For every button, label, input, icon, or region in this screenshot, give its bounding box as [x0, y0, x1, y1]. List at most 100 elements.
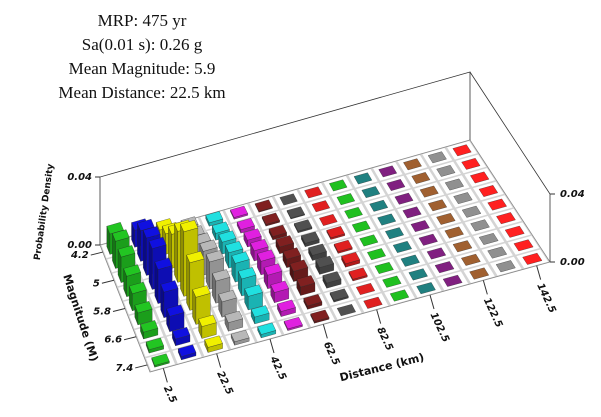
- bar: [426, 247, 447, 260]
- bar: [478, 185, 499, 197]
- bar-top: [296, 275, 316, 288]
- bar-top: [333, 239, 353, 252]
- bar-face: [174, 223, 178, 283]
- bar: [470, 171, 490, 184]
- bar: [315, 255, 335, 275]
- bar-top: [286, 206, 305, 219]
- bar-top: [487, 246, 508, 259]
- bar: [436, 165, 456, 177]
- title-line: Mean Magnitude: 5.9: [69, 59, 216, 78]
- bar: [487, 246, 508, 259]
- bar: [230, 329, 250, 346]
- bar-top: [270, 280, 290, 293]
- bar-top: [487, 198, 507, 211]
- y-tick-label: 5.8: [93, 307, 111, 318]
- bar-top: [461, 253, 481, 266]
- bar-top: [452, 240, 473, 253]
- bar-top: [382, 275, 402, 288]
- bar: [205, 211, 224, 227]
- bar: [392, 241, 412, 253]
- bar-top: [282, 247, 302, 260]
- bar-top: [461, 158, 481, 170]
- z-tick-label: 0.04: [67, 172, 92, 183]
- bar-top: [134, 301, 153, 314]
- y-tick-label: 7.4: [116, 363, 134, 374]
- bar-top: [211, 221, 230, 234]
- bar-top: [145, 337, 164, 350]
- bar-top: [348, 267, 368, 280]
- bar: [279, 193, 298, 206]
- x-tick: [269, 338, 275, 354]
- bar: [444, 178, 464, 191]
- bar-top: [205, 250, 224, 263]
- bar: [250, 305, 270, 325]
- bar: [283, 317, 303, 331]
- bar: [410, 220, 430, 232]
- bar-top: [344, 207, 363, 219]
- x-tick: [429, 294, 435, 310]
- x-tick-label: 22.5: [214, 370, 234, 397]
- bar-top: [142, 226, 161, 239]
- bar-top: [426, 247, 447, 260]
- bar-top: [198, 314, 217, 327]
- bar: [427, 199, 448, 212]
- bar: [522, 252, 543, 265]
- bar-top: [416, 282, 436, 295]
- bar-top: [315, 255, 335, 268]
- bar: [308, 243, 327, 261]
- bar-top: [304, 186, 323, 199]
- bar-top: [268, 224, 287, 237]
- bar-top: [470, 219, 490, 232]
- bar: [427, 151, 447, 164]
- bar-top: [369, 199, 389, 212]
- bar: [303, 294, 323, 310]
- bar-top: [411, 172, 431, 184]
- bar-top: [230, 205, 249, 218]
- bar: [389, 289, 410, 302]
- bar: [172, 327, 191, 346]
- bar-top: [410, 220, 430, 232]
- bar-top: [112, 229, 130, 242]
- bar-top: [277, 299, 296, 312]
- x-tick: [376, 309, 382, 324]
- bar: [386, 179, 406, 191]
- bar: [452, 240, 473, 253]
- x-tick: [216, 353, 222, 368]
- bar-top: [329, 179, 348, 192]
- bar: [355, 283, 376, 295]
- bar-top: [394, 192, 414, 205]
- bar-top: [504, 225, 525, 238]
- bar: [461, 253, 481, 266]
- bar-top: [257, 322, 277, 335]
- bar: [419, 185, 439, 198]
- x-axis-label: Distance (km): [338, 351, 425, 385]
- y-tick: [112, 308, 126, 312]
- bar: [442, 274, 463, 287]
- y-tick: [123, 336, 137, 341]
- bar: [286, 206, 305, 220]
- bar-top: [385, 227, 404, 240]
- bar-face: [148, 240, 153, 290]
- bar: [469, 267, 490, 280]
- bar-top: [386, 179, 406, 191]
- bar: [403, 158, 422, 171]
- bar-top: [205, 211, 224, 223]
- bar: [351, 220, 371, 233]
- bar: [400, 254, 420, 267]
- bar-top: [353, 172, 373, 185]
- bar-top: [279, 193, 298, 206]
- x-tick-label: 2.5: [161, 384, 178, 405]
- bar: [166, 304, 185, 332]
- bar-top: [453, 192, 473, 204]
- bar-top: [117, 245, 136, 258]
- bar-top: [236, 218, 255, 230]
- bar-top: [123, 264, 141, 277]
- bar: [319, 214, 338, 226]
- bar: [394, 192, 414, 205]
- bar-top: [513, 239, 534, 252]
- bar: [277, 299, 296, 317]
- bar-top: [403, 158, 422, 171]
- bar: [504, 225, 525, 238]
- bar: [377, 213, 397, 226]
- bar-face: [186, 255, 190, 311]
